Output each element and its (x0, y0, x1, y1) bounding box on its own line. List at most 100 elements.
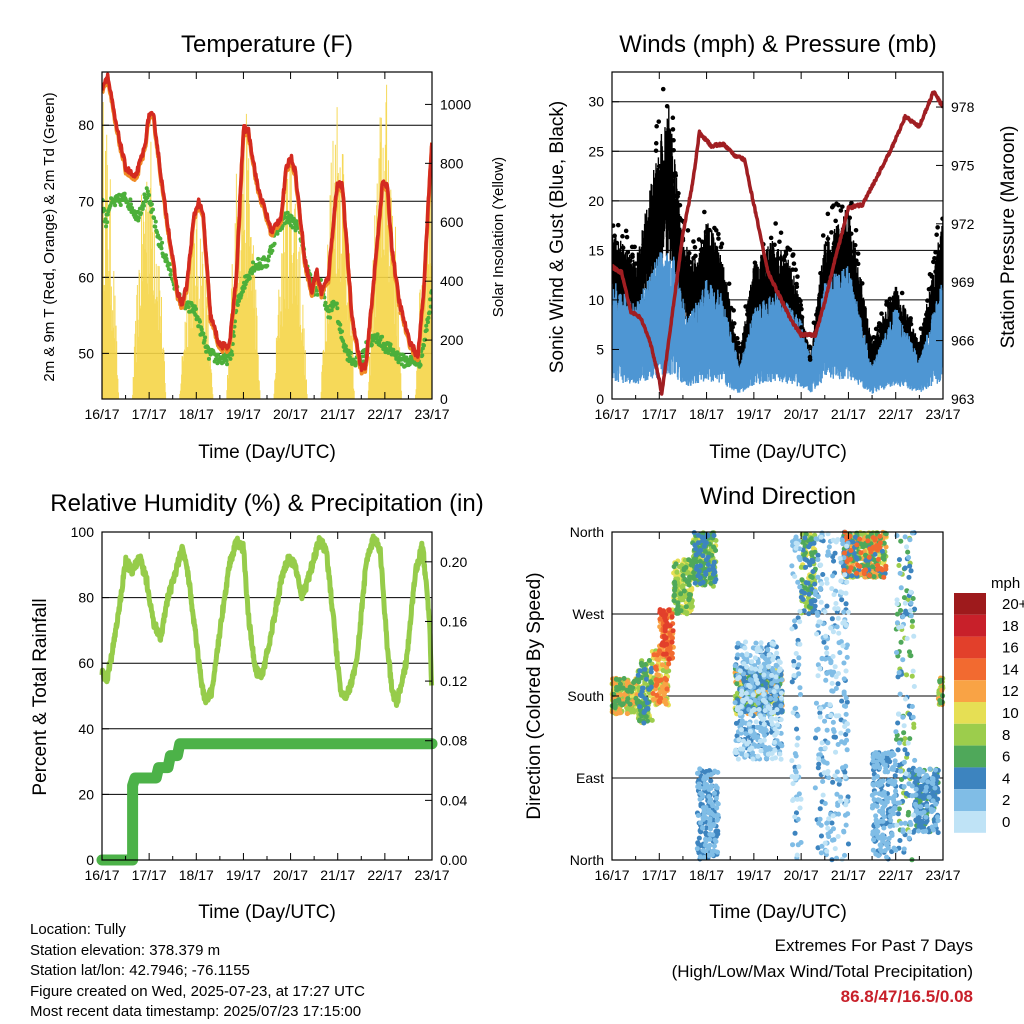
y2-tick-label: 978 (951, 99, 975, 115)
winds-panel: Winds (mph) & Pressure (mb) Time (Day/UT… (547, 31, 1019, 463)
station-location: Location: Tully (30, 921, 126, 938)
humidity-grid (102, 597, 432, 795)
direction-points (732, 531, 917, 862)
winds-plot-area (612, 86, 943, 396)
x-tick-label: 19/17 (226, 867, 261, 883)
legend-swatch (954, 614, 986, 637)
pressure-series (612, 90, 943, 396)
x-tick-label: 16/17 (594, 406, 629, 422)
y2-tick-label: 400 (440, 273, 464, 289)
legend-label: 14 (1002, 661, 1019, 678)
direction-plot-area (609, 529, 946, 863)
y-tick-label: 60 (78, 269, 94, 285)
legend-label: 2 (1002, 792, 1010, 809)
station-elevation: Station elevation: 378.379 m (30, 941, 221, 959)
y-tick-label: 0 (596, 391, 604, 407)
winds-ylabel-left: Sonic Wind & Gust (Blue, Black) (547, 101, 568, 373)
y-tick-label: 20 (78, 786, 94, 802)
y-tick-label: West (572, 606, 604, 622)
direction-xlabel: Time (Day/UTC) (709, 902, 847, 923)
x-tick-label: 22/17 (878, 867, 913, 883)
legend-swatch (954, 789, 986, 811)
temperature-ylabel-right: Solar Insolation (Yellow) (490, 157, 507, 317)
y-tick-label: 70 (78, 193, 94, 209)
x-tick-label: 19/17 (736, 406, 771, 422)
legend-swatch (954, 702, 986, 724)
solar-insolation-series (102, 84, 432, 399)
winds-series (612, 86, 943, 396)
legend-label: 16 (1002, 640, 1019, 657)
y-tick-label: 40 (78, 721, 94, 737)
y-tick-label: 10 (588, 292, 604, 308)
y-tick-label: 15 (588, 242, 604, 258)
rh-series (99, 533, 435, 708)
y2-tick-label: 0.04 (440, 792, 467, 808)
legend-label: 0 (1002, 814, 1010, 831)
y2-tick-label: 0.08 (440, 733, 467, 749)
legend-swatch (954, 593, 986, 615)
y-tick-label: 0 (86, 852, 94, 868)
direction-ylabel-left: Direction (Colored By Speed) (524, 572, 545, 819)
legend-label: 12 (1002, 683, 1019, 700)
y2-tick-label: 200 (440, 332, 464, 348)
x-tick-label: 18/17 (179, 406, 214, 422)
humidity-axes: 16/17 17/17 18/17 19/17 20/17 21/17 22/17 23/17… (71, 524, 468, 883)
y-tick-label: North (570, 524, 604, 540)
y2-tick-label: 963 (951, 391, 975, 407)
legend-swatch (954, 723, 986, 746)
humidity-title: Relative Humidity (%) & Precipitation (i… (50, 490, 483, 517)
direction-points (694, 530, 941, 861)
y-tick-label: 80 (78, 590, 94, 606)
direction-axes: 16/17 17/17 18/17 19/17 20/17 21/17 22/17 23/17… (567, 524, 960, 883)
direction-panel: Wind Direction Time (Day/UTC) Direction … (524, 483, 1024, 923)
legend-swatch (954, 636, 986, 659)
temperature-panel: Temperature (F) Time (Day/UTC) 2m & 9m T… (41, 31, 507, 463)
y-tick-label: 25 (588, 143, 604, 159)
humidity-panel: Relative Humidity (%) & Precipitation (i… (30, 490, 484, 923)
y2-tick-label: 800 (440, 155, 464, 171)
x-tick-label: 17/17 (642, 406, 677, 422)
extremes-subtitle: (High/Low/Max Wind/Total Precipitation) (671, 961, 973, 981)
humidity-ylabel-left: Percent & Total Rainfall (30, 598, 51, 795)
x-tick-label: 17/17 (642, 867, 677, 883)
y2-tick-label: 0 (440, 391, 448, 407)
direction-title: Wind Direction (700, 483, 856, 510)
legend-label: 6 (1002, 749, 1010, 766)
legend-label: 8 (1002, 727, 1010, 744)
y-tick-label: 100 (71, 524, 95, 540)
x-tick-label: 23/17 (925, 406, 960, 422)
temperature-series (102, 72, 432, 399)
y2-tick-label: 975 (951, 157, 975, 173)
x-tick-label: 19/17 (226, 406, 261, 422)
winds-ylabel-right: Station Pressure (Maroon) (998, 126, 1019, 349)
x-tick-label: 20/17 (784, 867, 819, 883)
x-tick-label: 20/17 (273, 867, 308, 883)
y2-tick-label: 0.00 (440, 852, 467, 868)
legend-swatch (954, 745, 986, 768)
precip-series (96, 738, 438, 866)
y-tick-label: East (576, 770, 604, 786)
x-tick-label: 18/17 (179, 867, 214, 883)
y-tick-label: 60 (78, 655, 94, 671)
y-tick-label: 30 (588, 94, 604, 110)
x-tick-label: 21/17 (320, 867, 355, 883)
humidity-plot-area (96, 533, 438, 866)
x-tick-label: 23/17 (414, 406, 449, 422)
legend-swatch (954, 680, 986, 702)
x-tick-label: 23/17 (414, 867, 449, 883)
x-tick-label: 20/17 (784, 406, 819, 422)
y-tick-label: 50 (78, 345, 94, 361)
winds-title: Winds (mph) & Pressure (mb) (619, 31, 936, 58)
x-tick-label: 17/17 (132, 867, 167, 883)
x-tick-label: 18/17 (689, 867, 724, 883)
y2-tick-label: 0.16 (440, 613, 467, 629)
recent-timestamp: Most recent data timestamp: 2025/07/23 1… (30, 1003, 362, 1020)
y2-tick-label: 0.12 (440, 673, 467, 689)
station-info: Location: Tully Station elevation: 378.3… (30, 920, 365, 1023)
y-tick-label: 80 (78, 117, 94, 133)
humidity-series (96, 533, 438, 866)
winds-axes: 16/17 17/17 18/17 19/17 20/17 21/17 22/17 23/17… (588, 71, 975, 422)
x-tick-label: 23/17 (925, 867, 960, 883)
x-tick-label: 17/17 (132, 406, 167, 422)
temp-2m-series (102, 72, 432, 373)
